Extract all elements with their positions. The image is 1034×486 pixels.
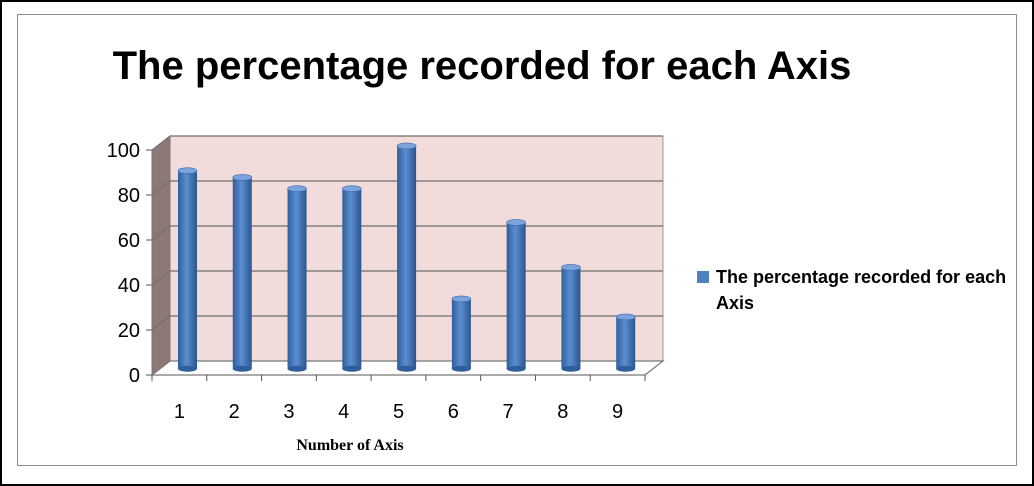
bar-cap	[506, 219, 526, 226]
bar-cap	[232, 174, 253, 181]
back-wall	[169, 135, 664, 362]
bar	[177, 167, 198, 372]
bar-body	[397, 145, 417, 369]
y-tick-label: 80	[118, 185, 140, 207]
chart-title: The percentage recorded for each Axis	[112, 44, 852, 88]
bar-cap	[615, 313, 636, 321]
bar-base	[616, 365, 636, 372]
bar-base	[506, 365, 526, 372]
x-tick-label: 5	[393, 401, 404, 423]
gridlines	[151, 135, 663, 331]
bar-cap	[342, 185, 362, 192]
bar-cap	[287, 185, 307, 192]
bars	[177, 142, 636, 372]
gridline-side	[151, 135, 171, 151]
bar-cap	[561, 264, 581, 271]
bar-body	[506, 222, 526, 369]
bar	[451, 295, 472, 372]
bar-cap	[451, 295, 472, 303]
bar-body	[342, 188, 362, 369]
bar-base	[287, 365, 307, 372]
bar-body	[177, 170, 197, 369]
bar-body	[287, 188, 307, 369]
bar-base	[451, 365, 471, 372]
y-axis-ticks: 0 20 40 60 80 100	[107, 140, 153, 387]
x-tick-label: 6	[448, 401, 459, 423]
bar	[506, 219, 526, 372]
bar-cap	[177, 167, 198, 174]
bar-body	[232, 177, 252, 369]
bar	[396, 142, 417, 372]
legend-label: The percentage recorded for each Axis	[716, 267, 1007, 313]
x-tick-label: 8	[557, 401, 568, 423]
gridline-side	[151, 315, 171, 331]
gridline-side	[151, 270, 171, 286]
legend-swatch	[697, 271, 709, 283]
y-tick-label: 0	[129, 365, 140, 387]
bar-base	[342, 365, 362, 372]
x-tick-label: 7	[502, 401, 513, 423]
x-tick-label: 3	[283, 401, 294, 423]
gridline-side	[151, 225, 171, 241]
x-tick-label: 1	[174, 401, 185, 423]
bar-base	[561, 365, 581, 372]
x-tick-label: 4	[338, 401, 349, 423]
bar-body	[561, 267, 581, 369]
side-wall	[151, 134, 171, 377]
x-tick-label: 2	[229, 401, 240, 423]
bar	[561, 264, 581, 372]
x-axis-ticks: 1 2 3 4 5 6 7 8 9	[151, 375, 646, 423]
bar-base	[177, 365, 197, 372]
y-tick-label: 20	[118, 320, 140, 342]
bar	[287, 185, 307, 372]
x-tick-label: 9	[612, 401, 623, 423]
bar-body	[451, 298, 471, 369]
bar	[232, 174, 253, 372]
bar	[342, 185, 362, 372]
plot-walls	[150, 134, 665, 377]
bar-cap	[396, 142, 417, 150]
y-tick-label: 60	[118, 230, 140, 252]
bar-base	[232, 365, 252, 372]
gridline-side	[151, 180, 171, 196]
y-tick-label: 40	[118, 275, 140, 297]
bar-body	[616, 316, 636, 369]
x-axis-label: Number of Axis	[296, 437, 404, 454]
bar	[615, 313, 636, 372]
y-tick-label: 100	[107, 140, 140, 162]
bar-base	[397, 365, 417, 372]
